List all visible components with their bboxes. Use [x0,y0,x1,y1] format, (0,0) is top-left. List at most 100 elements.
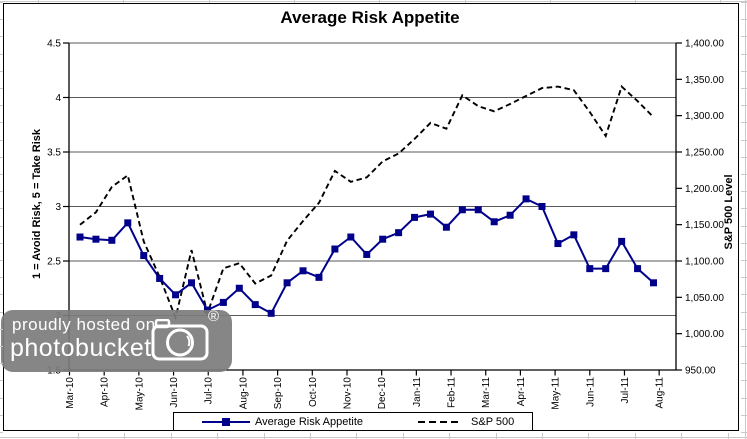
spreadsheet-gridline [741,346,747,347]
spreadsheet-gridline [741,156,747,158]
spreadsheet-gridline [0,122,3,124]
spreadsheet-gridline [588,433,590,439]
spreadsheet-gridline [208,0,210,3]
svg-text:Aug-11: Aug-11 [655,377,666,409]
spreadsheet-gridline [0,19,3,21]
spreadsheet-gridline [745,0,746,439]
spreadsheet-gridline [217,433,219,439]
spreadsheet-gridline [0,36,3,38]
svg-text:May-11: May-11 [551,377,562,410]
svg-text:Nov-10: Nov-10 [342,377,353,410]
spreadsheet-gridline [741,2,747,3]
spreadsheet-gridline [741,380,747,382]
spreadsheet-gridline [0,174,3,175]
spreadsheet-gridline [0,328,3,330]
svg-text:Aug-10: Aug-10 [238,377,249,410]
svg-text:3.5: 3.5 [47,148,61,159]
svg-text:Apr-11: Apr-11 [516,377,527,407]
spreadsheet-gridline [0,414,3,416]
spreadsheet-gridline [741,19,747,21]
spreadsheet-gridline [78,433,79,439]
spreadsheet-gridline [0,380,3,382]
spreadsheet-gridline [170,433,172,439]
svg-text:1,050.00: 1,050.00 [685,293,724,304]
spreadsheet-gridline [449,433,451,439]
chart-legend: Average Risk Appetite S&P 500 [173,412,533,431]
svg-text:1,350.00: 1,350.00 [685,75,724,86]
spreadsheet-gridline [123,0,125,3]
spreadsheet-gridline [741,363,747,365]
spreadsheet-gridline [741,225,747,227]
spreadsheet-gridline [0,156,3,158]
spreadsheet-gridline [0,88,3,89]
svg-text:1,300.00: 1,300.00 [685,111,724,122]
spreadsheet-gridline [0,294,3,296]
spreadsheet-gridline [542,433,543,439]
spreadsheet-gridline [38,0,39,3]
spreadsheet-gridline [310,433,311,439]
spreadsheet-gridline [635,0,637,3]
spreadsheet-gridline [0,53,3,55]
spreadsheet-gridline [379,0,381,3]
svg-text:4.5: 4.5 [47,39,61,50]
gridlines [69,42,676,316]
svg-text:1,150.00: 1,150.00 [685,220,724,231]
spreadsheet-gridline [741,294,747,296]
spreadsheet-gridline [0,437,747,438]
spreadsheet-gridline [0,346,3,347]
spreadsheet-gridline [741,414,747,416]
spreadsheet-gridline [0,225,3,227]
svg-text:Jan-11: Jan-11 [412,377,423,407]
square-marker-icon [222,418,230,426]
camera-icon [151,319,209,361]
svg-text:1,000.00: 1,000.00 [685,329,724,340]
spreadsheet-gridline [0,277,3,279]
legend-sample-sp500 [418,417,466,426]
svg-text:Jul-11: Jul-11 [620,377,631,404]
spreadsheet-gridline [124,433,126,439]
spreadsheet-gridline [0,70,3,72]
legend-label-sp500: S&P 500 [471,415,515,428]
legend-sample-risk-appetite [202,417,250,426]
spreadsheet-gridline [741,139,747,141]
svg-text:1,250.00: 1,250.00 [685,148,724,159]
spreadsheet-gridline [727,433,729,439]
risk-appetite-series [76,195,657,317]
spreadsheet-gridline [720,0,722,3]
spreadsheet-gridline [741,70,747,72]
spreadsheet-gridline [0,432,3,433]
spreadsheet-gridline [0,2,3,3]
svg-text:950.00: 950.00 [685,366,716,377]
svg-text:Dec-10: Dec-10 [377,377,388,410]
svg-text:May-10: May-10 [134,377,145,411]
spreadsheet-gridline [0,397,3,399]
spreadsheet-gridline [0,260,3,261]
spreadsheet-gridline [741,328,747,330]
spreadsheet-gridline [549,0,551,3]
spreadsheet-gridline [741,122,747,124]
spreadsheet-gridline [741,277,747,279]
spreadsheet-gridline [741,432,747,433]
svg-text:3: 3 [55,202,61,213]
sp500-series [79,84,655,321]
spreadsheet-gridline [0,311,3,313]
spreadsheet-gridline [741,191,747,193]
spreadsheet-gridline [0,191,3,193]
spreadsheet-gridline [741,174,747,175]
spreadsheet-gridline [402,433,404,439]
svg-text:Jul-10: Jul-10 [204,377,215,405]
svg-text:Oct-10: Oct-10 [308,377,319,407]
right-axis-ticks: 1,400.00 1,350.00 1,300.00 1,250.00 1,200.00… [676,39,724,377]
spreadsheet-gridline [741,208,747,210]
spreadsheet-gridline [741,88,747,89]
svg-text:4: 4 [55,93,61,104]
x-axis-ticks: Mar-10 Apr-10 May-10 Jun-10 Jul-10 Aug-10 Sep-… [65,370,666,410]
svg-text:Mar-10: Mar-10 [65,377,76,409]
spreadsheet-gridline [0,242,3,244]
spreadsheet-gridline [0,208,3,210]
legend-label-risk-appetite: Average Risk Appetite [255,415,364,428]
spreadsheet-gridline [681,433,683,439]
spreadsheet-gridline [741,260,747,261]
